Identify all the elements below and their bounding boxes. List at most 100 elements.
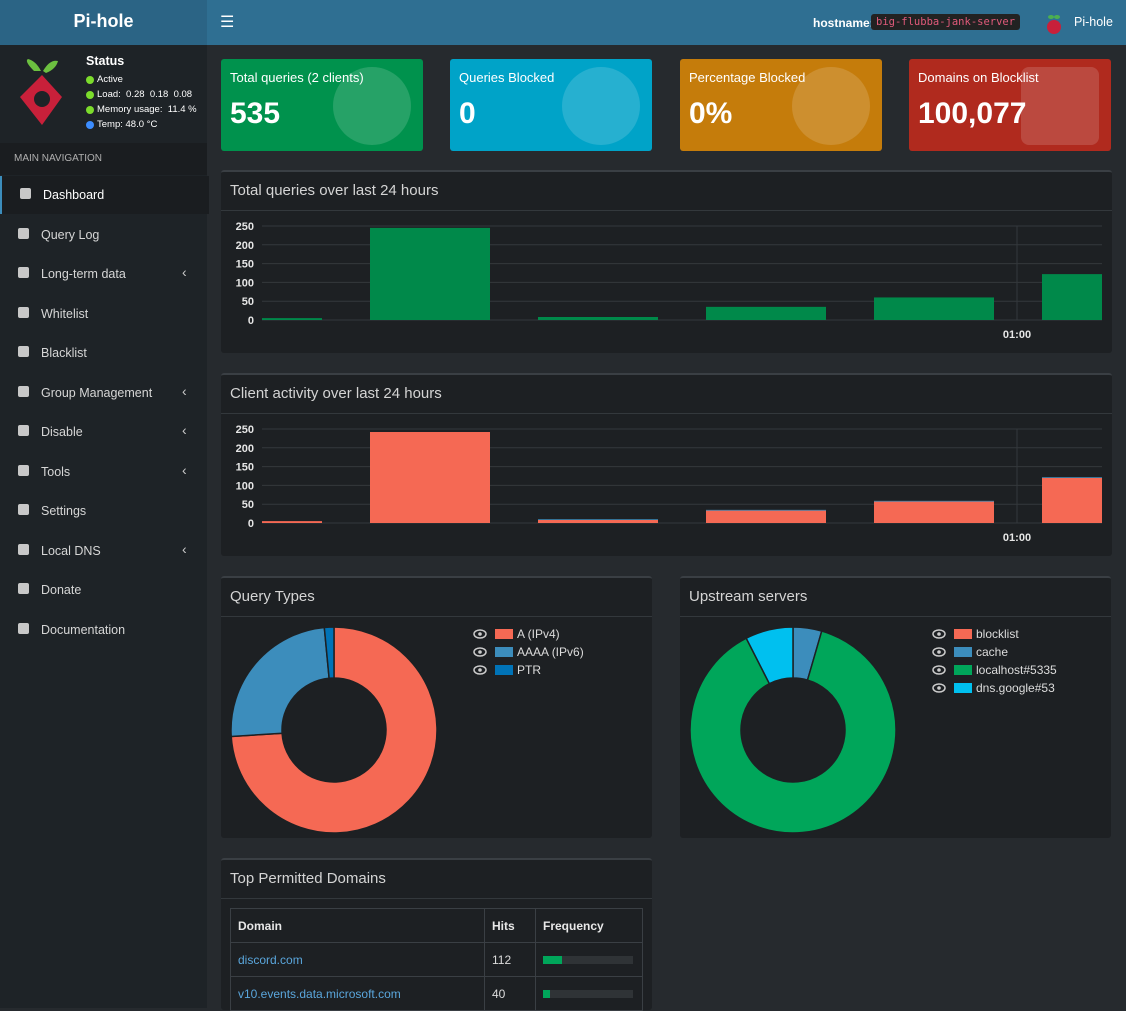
- nav-item[interactable]: Local DNS ‹: [0, 532, 207, 570]
- chart: 0 50 100 150 200 250 01:00: [236, 424, 1102, 544]
- legend-eye[interactable]: [473, 647, 487, 657]
- domain-cell: discord.com: [230, 942, 485, 977]
- donut-slice: [745, 626, 794, 685]
- donut-slice: [323, 626, 335, 680]
- legend-label[interactable]: blocklist: [976, 627, 1019, 641]
- stat-icon: [333, 67, 411, 145]
- stat-box: Percentage Blocked 0%: [680, 59, 882, 151]
- nav-icon: [18, 583, 29, 594]
- x-tick-label: 01:00: [1003, 329, 1031, 341]
- nav-arrow: ‹: [182, 461, 187, 478]
- legend-label[interactable]: A (IPv4): [517, 627, 560, 641]
- logo[interactable]: Pi-hole: [0, 0, 207, 45]
- nav-icon: [18, 346, 29, 357]
- nav-item[interactable]: Whitelist: [0, 295, 207, 333]
- nav-icon: [18, 622, 29, 634]
- legend-swatch: [954, 683, 972, 693]
- user-name[interactable]: Pi-hole: [1074, 15, 1113, 29]
- status-title: Status: [86, 54, 125, 68]
- hostname: big-flubba-jank-server: [871, 14, 1021, 30]
- legend-label[interactable]: PTR: [517, 663, 541, 677]
- stat-box: Total queries (2 clients) 535: [221, 59, 423, 151]
- legend-label[interactable]: dns.google#53: [976, 681, 1055, 695]
- stat-icon: [562, 67, 640, 145]
- bar: [706, 509, 826, 511]
- y-tick-label: 150: [236, 462, 254, 474]
- bar: [538, 519, 658, 520]
- legend-swatch: [954, 629, 972, 639]
- nav-icon: [18, 267, 29, 278]
- stat-box: Queries Blocked 0: [450, 59, 652, 151]
- nav-label: Documentation: [41, 622, 126, 637]
- nav-item[interactable]: Tools ‹: [0, 453, 207, 491]
- legend-eye[interactable]: [932, 629, 946, 639]
- domain-cell: v10.events.data.microsoft.com: [230, 976, 485, 1011]
- nav-item[interactable]: Dashboard: [0, 176, 209, 214]
- chart-box: Total queries over last 24 hours 0 50 100 1…: [221, 170, 1112, 353]
- y-tick-label: 250: [236, 221, 254, 233]
- stat-label: Domains on Blocklist: [918, 70, 1039, 85]
- chart: A (IPv4) AAAA (IPv6) PTR: [230, 626, 584, 834]
- bar: [1042, 477, 1102, 478]
- legend-eye[interactable]: [932, 683, 946, 693]
- nav-item[interactable]: Query Log: [0, 216, 207, 254]
- stat-icon: [792, 67, 870, 145]
- legend-eye[interactable]: [473, 629, 487, 639]
- bar: [370, 432, 490, 523]
- nav-item[interactable]: Documentation: [0, 611, 207, 649]
- legend-eye-pupil: [937, 668, 941, 672]
- legend-eye[interactable]: [932, 647, 946, 657]
- nav-label: Dashboard: [43, 188, 105, 202]
- y-tick-label: 150: [236, 259, 254, 271]
- stat-value: 535: [230, 97, 281, 130]
- stat-value: 0%: [689, 97, 733, 130]
- bar: [538, 519, 658, 523]
- box-title: Total queries over last 24 hours: [230, 182, 439, 199]
- bar: [262, 318, 322, 320]
- legend-eye-pupil: [478, 650, 482, 654]
- legend-eye-pupil: [478, 632, 482, 636]
- menu-toggle[interactable]: ☰: [220, 14, 235, 31]
- box-title: Upstream servers: [689, 588, 808, 605]
- domain-link[interactable]: v10.events.data.microsoft.com: [238, 986, 401, 1001]
- y-tick-label: 200: [236, 240, 254, 252]
- nav-arrow: ‹: [182, 422, 187, 438]
- bar: [1042, 274, 1102, 320]
- nav-icon: [18, 504, 29, 515]
- bar: [706, 306, 826, 320]
- bars: [262, 432, 1102, 523]
- nav-icon: [18, 306, 29, 318]
- y-tick-label: 200: [236, 443, 254, 455]
- legend-label[interactable]: cache: [976, 645, 1008, 659]
- nav-item[interactable]: Group Management ‹: [0, 374, 207, 412]
- nav-item[interactable]: Settings: [0, 492, 207, 530]
- y-tick-label: 100: [236, 480, 254, 492]
- status-dot: [86, 106, 94, 114]
- chart: blocklist cache localhost#5335 dns.google#5…: [689, 626, 1057, 834]
- legend-swatch: [495, 629, 513, 639]
- frequency-bar: [543, 989, 550, 998]
- nav-item[interactable]: Donate: [0, 571, 207, 609]
- domain-link[interactable]: discord.com: [238, 952, 303, 967]
- nav-item[interactable]: Long-term data ‹: [0, 255, 207, 293]
- legend-label[interactable]: AAAA (IPv6): [517, 645, 584, 659]
- bar: [370, 227, 490, 320]
- frequency-cell: [535, 942, 643, 977]
- legend-eye-pupil: [478, 668, 482, 672]
- box-title: Top Permitted Domains: [230, 870, 386, 887]
- donut-slice: [230, 626, 330, 738]
- legend-label[interactable]: localhost#5335: [976, 663, 1057, 677]
- legend-eye[interactable]: [932, 665, 946, 675]
- box-title: Client activity over last 24 hours: [230, 385, 442, 402]
- nav-item[interactable]: Disable ‹: [0, 413, 207, 451]
- legend-swatch: [495, 647, 513, 657]
- nav-item[interactable]: Blacklist: [0, 334, 207, 372]
- table-box: Top Permitted Domains Domain Hits Frequenc…: [221, 858, 652, 1011]
- chart-box: Query Types A (IPv4) AAAA (IPv6) PTR: [221, 576, 652, 838]
- nav-label: Local DNS: [41, 543, 101, 558]
- legend-eye[interactable]: [473, 665, 487, 675]
- status-dot: [86, 76, 94, 84]
- box-title: Query Types: [230, 588, 315, 605]
- nav-label: Settings: [41, 504, 87, 518]
